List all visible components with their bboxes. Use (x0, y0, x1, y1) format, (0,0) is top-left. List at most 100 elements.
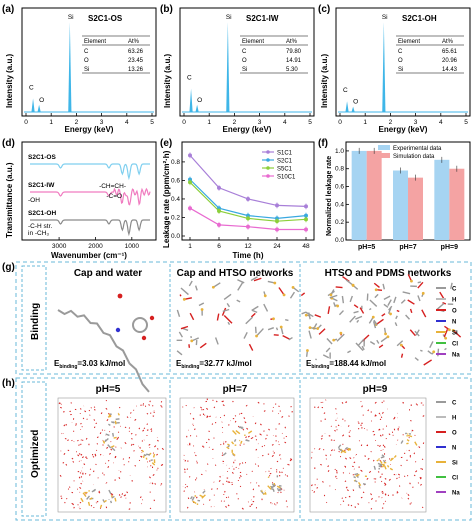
peak-label: O (353, 99, 358, 106)
legend-marker (266, 174, 270, 178)
network-bond (420, 350, 422, 351)
legend-swatch (378, 153, 390, 158)
network-bond (249, 344, 252, 350)
network-bond (276, 328, 277, 330)
atom-si (444, 337, 447, 340)
water-molecule (93, 456, 94, 457)
legend-label: H (452, 298, 456, 304)
water-molecule (148, 405, 149, 406)
legend-label: N (452, 320, 456, 326)
legend-swatch (378, 145, 390, 150)
water-molecule (223, 484, 224, 485)
x-tick-label: 2000 (88, 243, 103, 250)
network-bond (180, 295, 181, 297)
ftir-annotation: -C-H str. (28, 223, 52, 230)
section-label-h: (h) (2, 378, 15, 389)
atom-si (410, 280, 413, 283)
ftir-series-label: S2C1-OH (28, 210, 56, 217)
network-bond (264, 304, 268, 311)
atom-si (306, 349, 309, 352)
x-tick-label: 5 (150, 119, 154, 126)
category-label: pH=7 (399, 244, 416, 251)
panel-e-xlabel: Time (h) (233, 251, 264, 260)
water-molecule (286, 501, 287, 502)
network-cluster (88, 491, 89, 492)
water-molecule (214, 407, 215, 408)
table-cell: O (84, 58, 89, 64)
section-g-row-label: Binding (30, 303, 41, 340)
network-bond (347, 351, 350, 353)
water-molecule (184, 491, 185, 492)
network-bond (190, 313, 193, 320)
water-molecule (314, 491, 315, 492)
panel-label-b: (b) (160, 4, 173, 15)
water-molecule (290, 460, 291, 461)
network-cluster (111, 495, 112, 497)
panel-b-ylabel: Intensity (a.u.) (163, 53, 172, 108)
atom-si (332, 339, 335, 342)
network-bond (395, 322, 396, 325)
panel-c-ylabel: Intensity (a.u.) (320, 53, 329, 108)
network-bond (217, 314, 218, 321)
water-molecule (67, 440, 68, 441)
table-header-element: Element (398, 39, 420, 45)
water-molecule (72, 503, 73, 504)
water-molecule (404, 453, 405, 454)
table-cell: 23.45 (128, 58, 144, 64)
network-bond (326, 348, 330, 352)
water-molecule (115, 456, 116, 457)
panel-b: (b) Intensity (a.u.) Energy (keV) S2C1-I… (160, 4, 314, 134)
water-molecule (331, 426, 332, 427)
water-molecule (98, 478, 99, 479)
water-molecule (211, 489, 212, 490)
water-molecule (97, 501, 98, 502)
water-molecule (118, 437, 119, 438)
water-molecule (361, 445, 362, 446)
water-molecule (420, 477, 421, 478)
water-molecule (157, 448, 158, 449)
water-molecule (150, 508, 151, 509)
panel-d-ylabel: Transmittance (a.u.) (5, 162, 14, 238)
network-cluster (103, 499, 104, 501)
network-bond (350, 316, 356, 322)
panel-label-f: (f) (318, 138, 328, 149)
water-molecule (259, 485, 260, 486)
water-molecule (66, 464, 67, 465)
network-bond (336, 287, 343, 288)
panel-c-title: S2C1-OH (402, 14, 437, 23)
table-cell: 65.61 (442, 49, 458, 55)
legend-label: O (452, 431, 457, 437)
panel-a: (a) Intensity (a.u.) Energy (keV) S2C1-O… (2, 4, 156, 134)
data-point (275, 203, 279, 207)
water-molecule (90, 469, 91, 470)
water-molecule (418, 483, 419, 484)
water-molecule (86, 457, 87, 458)
network-bond (227, 303, 229, 307)
water-molecule (239, 478, 240, 479)
table-header-element: Element (84, 39, 106, 45)
eds-peak (382, 22, 385, 112)
atom-o (142, 336, 146, 340)
section-h-col-title-3: pH=9 (363, 384, 388, 395)
x-tick-label: 2 (75, 119, 79, 126)
atom-si (339, 332, 342, 335)
network-cluster (377, 460, 379, 461)
water-molecule (414, 475, 415, 476)
panel-a-xlabel: Energy (keV) (65, 125, 114, 134)
water-molecule (363, 492, 364, 493)
network-bond (401, 300, 405, 304)
water-molecule (189, 477, 190, 478)
water-molecule (188, 498, 189, 499)
water-molecule (267, 435, 268, 436)
water-molecule (358, 504, 359, 505)
panel-e-ylabel: Leakage rate (ppm/cm²·h) (162, 150, 171, 248)
water-molecule (189, 444, 190, 445)
water-molecule (229, 482, 230, 483)
water-molecule (136, 434, 137, 435)
water-molecule (203, 447, 204, 448)
network-bond (394, 297, 396, 303)
water-molecule (195, 455, 196, 456)
water-molecule (118, 432, 119, 433)
